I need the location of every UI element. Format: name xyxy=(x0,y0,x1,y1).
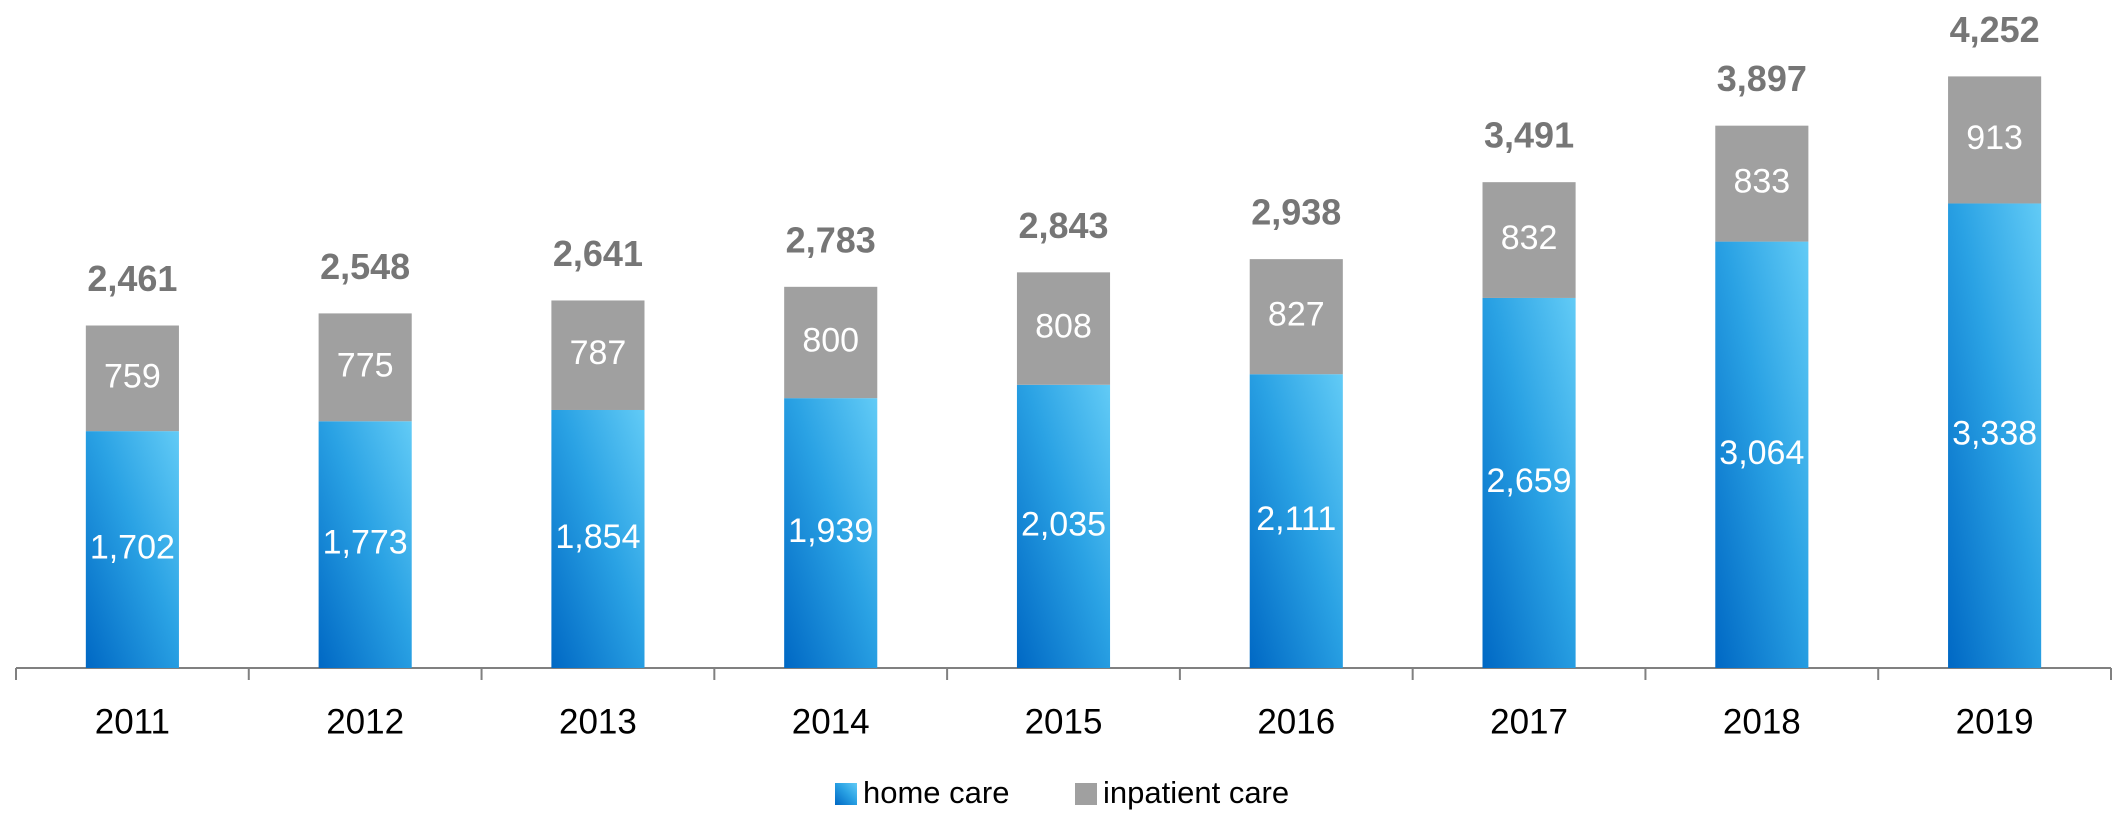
bar-segment xyxy=(784,286,878,399)
bar-segment xyxy=(1016,272,1111,385)
data-label: 3,338 xyxy=(1952,415,2037,453)
data-label: 833 xyxy=(1733,163,1790,201)
x-tick-label: 2011 xyxy=(95,702,170,741)
total-label: 2,548 xyxy=(320,246,410,287)
bar-segment xyxy=(1482,297,1576,668)
x-tick-label: 2014 xyxy=(792,702,870,741)
legend-label: inpatient care xyxy=(1103,775,1289,810)
bar-segment xyxy=(85,431,179,668)
data-label: 1,702 xyxy=(90,529,175,567)
total-label: 2,461 xyxy=(87,258,177,299)
bar-segment xyxy=(1249,259,1343,375)
bar-segment xyxy=(1482,182,1576,298)
legend-swatch xyxy=(1075,783,1097,805)
data-label: 759 xyxy=(104,357,161,395)
data-label: 2,659 xyxy=(1487,462,1572,500)
x-tick-label: 2015 xyxy=(1025,702,1103,741)
x-tick-label: 2013 xyxy=(559,702,637,741)
bar-segment xyxy=(1715,125,1809,242)
bar-segment xyxy=(1948,76,2042,204)
bar-segment xyxy=(551,409,645,668)
data-label: 800 xyxy=(802,321,859,359)
data-label: 787 xyxy=(570,334,627,372)
legend-swatch xyxy=(835,783,857,805)
data-label: 2,035 xyxy=(1021,505,1106,543)
data-label: 1,773 xyxy=(323,524,408,562)
data-label: 832 xyxy=(1501,219,1558,257)
bar-segment xyxy=(1715,241,1809,669)
data-label: 3,064 xyxy=(1719,434,1804,472)
bar-segment xyxy=(1016,384,1111,668)
total-label: 3,897 xyxy=(1717,58,1807,99)
data-label: 1,854 xyxy=(555,518,640,556)
x-tick-label: 2012 xyxy=(326,702,404,741)
x-tick-label: 2019 xyxy=(1956,702,2034,741)
legend-label: home care xyxy=(863,775,1009,810)
data-label: 1,939 xyxy=(788,512,873,550)
bar-segment xyxy=(784,398,878,668)
total-label: 2,783 xyxy=(786,219,876,260)
total-label: 2,641 xyxy=(553,233,643,274)
x-tick-label: 2018 xyxy=(1723,702,1801,741)
total-label: 2,938 xyxy=(1251,192,1341,233)
bar-segment xyxy=(551,300,645,410)
data-label: 2,111 xyxy=(1256,500,1336,538)
total-label: 2,843 xyxy=(1018,205,1108,246)
data-label: 808 xyxy=(1035,308,1092,346)
data-label: 775 xyxy=(337,346,394,384)
bar-segment xyxy=(1249,374,1343,668)
total-label: 4,252 xyxy=(1950,9,2040,50)
bar-segment xyxy=(85,325,179,432)
data-label: 827 xyxy=(1268,296,1325,334)
data-label: 913 xyxy=(1966,119,2023,157)
bar-segment xyxy=(1948,203,2042,668)
total-label: 3,491 xyxy=(1484,115,1574,156)
bar-segment xyxy=(318,313,412,422)
x-tick-label: 2017 xyxy=(1490,702,1568,741)
bar-segment xyxy=(318,421,412,668)
x-tick-label: 2016 xyxy=(1257,702,1335,741)
